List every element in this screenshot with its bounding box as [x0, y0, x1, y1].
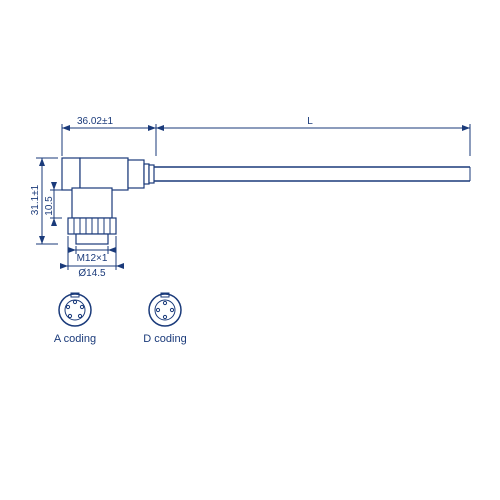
top-dimension-group: 36.02±1 L	[62, 116, 470, 156]
cable	[154, 167, 470, 181]
connector-body	[62, 158, 154, 190]
technical-drawing: 36.02±1 L 31.1±1 10.5	[0, 0, 500, 500]
coding-d-label: D coding	[143, 333, 186, 345]
coding-a-label: A coding	[54, 333, 96, 345]
coding-d-icon: D coding	[143, 293, 186, 345]
inner-height-dimension: 10.5	[44, 182, 62, 226]
dim-thread-label: M12×1	[77, 253, 108, 264]
dim-width-label: 36.02±1	[77, 116, 114, 127]
connector-vertical	[68, 188, 116, 244]
dim-length-label: L	[307, 116, 313, 127]
dim-height-label: 31.1±1	[30, 184, 41, 215]
dim-inner-height-label: 10.5	[44, 196, 55, 216]
coding-a-icon: A coding	[54, 293, 96, 345]
dim-diameter-label: Ø14.5	[78, 268, 106, 279]
